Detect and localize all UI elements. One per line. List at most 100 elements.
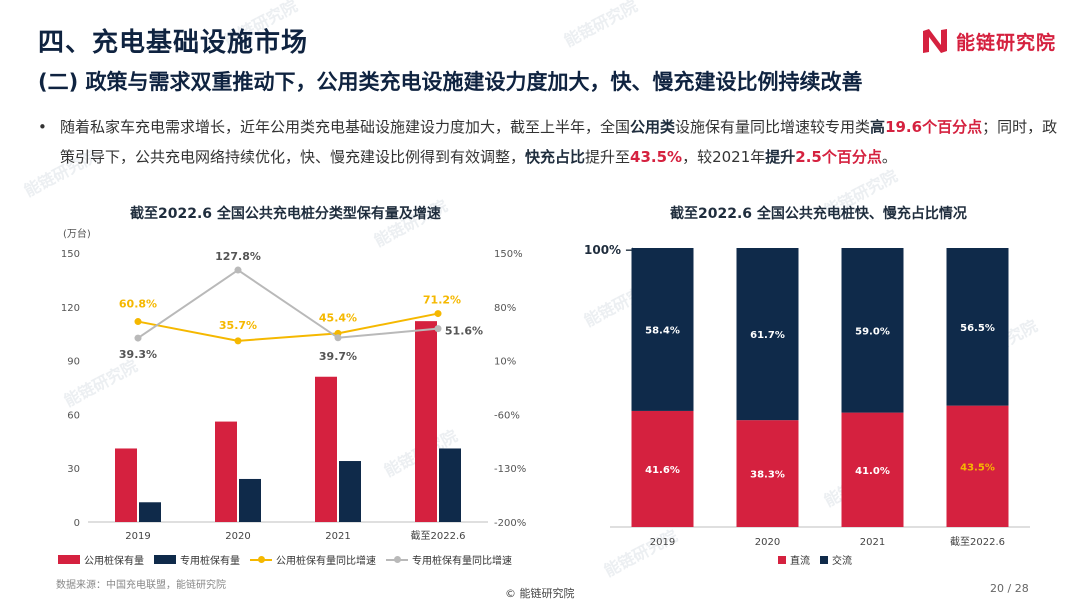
y2-tick-label: 150%	[494, 249, 523, 260]
legend-item: 专用桩保有量同比增速	[386, 552, 512, 567]
data-label: 60.8%	[119, 298, 157, 311]
legend-swatch	[250, 555, 272, 563]
bullet-text: 设施保有量同比增速较专用类	[675, 118, 871, 136]
bar	[239, 478, 261, 522]
y2-tick-label: 10%	[494, 357, 516, 368]
data-label: 71.2%	[423, 294, 461, 307]
bar	[415, 321, 437, 522]
data-label: 56.5%	[960, 323, 995, 334]
line-point	[234, 266, 242, 274]
bullet-bold: 快充占比	[525, 148, 586, 166]
y-tick-label: 150	[61, 249, 80, 260]
copyright: © 能链研究院	[505, 587, 575, 600]
bar-segment	[841, 248, 904, 413]
legend-label: 专用桩保有量同比增速	[412, 556, 512, 567]
watermark: 能链研究院	[560, 0, 641, 51]
chart1: (万台) 0 30 60 90 120 150 -200% -130% -60% 10% 80% 150…	[61, 227, 526, 542]
logo-text: 能链研究院	[955, 31, 1056, 54]
legend-label: 公用桩保有量同比增速	[276, 556, 376, 567]
legend-swatch	[778, 555, 786, 564]
line-point	[334, 334, 342, 342]
x-tick-label: 2021	[860, 537, 885, 548]
page-subtitle: (二) 政策与需求双重推动下，公用类充电设施建设力度加大，快、慢充建设比例持续改…	[38, 70, 863, 94]
bar	[139, 502, 161, 522]
bullet-text: 。	[881, 148, 897, 166]
data-label: 127.8%	[215, 250, 261, 263]
line-point	[434, 310, 442, 318]
bullet-bold: 公用类	[630, 118, 676, 136]
legend-swatch	[820, 555, 828, 564]
bar	[439, 448, 461, 522]
data-label: 39.7%	[319, 350, 357, 363]
page-number: 20 / 28	[990, 582, 1029, 595]
x-tick-label: 2019	[125, 531, 150, 542]
y2-tick-label: -200%	[494, 518, 526, 529]
legend-swatch	[58, 555, 80, 564]
bullet-highlight: 2.5个百分点	[795, 148, 882, 166]
bullet-bold: 高	[870, 118, 886, 136]
legend-label: 交流	[832, 556, 852, 567]
legend-label: 专用桩保有量	[180, 556, 240, 567]
chart2: 100% → 41.6% 58.4% 2019 38.3% 61.7% 2020 41.0% 5…	[584, 243, 1030, 548]
y2-tick-label: -130%	[494, 464, 526, 475]
bullet-text: 随着私家车充电需求增长，近年公用类充电基础设施建设力度加大，截至上半年，全国	[60, 118, 631, 136]
bar	[215, 421, 237, 522]
y-tick-label: 120	[61, 303, 80, 314]
legend-swatch	[386, 555, 408, 563]
legend-item: 专用桩保有量	[154, 552, 240, 567]
bullet-highlight: 19.6个百分点	[885, 118, 983, 136]
x-tick-label: 2020	[225, 531, 250, 542]
y-tick-label: 30	[67, 464, 80, 475]
bar	[115, 448, 137, 522]
bar-segment	[946, 248, 1009, 406]
x-tick-label: 2020	[755, 537, 780, 548]
data-label: 61.7%	[750, 330, 785, 341]
legend-item: 公用桩保有量同比增速	[250, 552, 376, 567]
data-label: 41.0%	[855, 466, 890, 477]
bar-segment	[631, 410, 694, 527]
bar-segment	[946, 405, 1009, 527]
data-label: 51.6%	[445, 325, 483, 338]
legend-item: 交流	[820, 552, 852, 567]
y-axis-label: (万台)	[63, 227, 91, 240]
x-tick-label: 2019	[650, 537, 675, 548]
legend-label: 公用桩保有量	[84, 556, 144, 567]
data-label: 41.6%	[645, 465, 680, 476]
line-point	[134, 334, 142, 342]
bullet-text: ；同时，政策引导下，公共充电网络持续优化，快、慢充建设比例得到有效调整，	[60, 118, 1058, 166]
series-line	[137, 312, 439, 342]
line-point	[234, 337, 242, 345]
bullet-bold: 提升	[765, 148, 796, 166]
chart1-legend: 公用桩保有量 专用桩保有量 公用桩保有量同比增速 专用桩保有量同比增速	[58, 552, 522, 567]
data-label: 45.4%	[319, 311, 357, 324]
x-tick-label: 2021	[325, 531, 350, 542]
x-tick-label: 截至2022.6	[411, 529, 466, 542]
data-source: 数据来源：中国充电联盟，能链研究院	[56, 580, 226, 591]
legend-item: 直流	[778, 552, 810, 567]
x-tick-label: 截至2022.6	[950, 535, 1005, 548]
y-tick-label: 60	[67, 410, 80, 421]
legend-swatch	[154, 555, 176, 564]
data-label: 59.0%	[855, 326, 890, 337]
line-point	[134, 318, 142, 326]
chart2-title: 截至2022.6 全国公共充电桩快、慢充占比情况	[670, 206, 967, 222]
bullet-highlight: 43.5%	[630, 148, 683, 166]
bullet-dot: •	[38, 118, 47, 136]
data-label: 35.7%	[219, 319, 257, 332]
summary-bullet: • 随着私家车充电需求增长，近年公用类充电基础设施建设力度加大，截至上半年，全国…	[38, 112, 1058, 172]
y-tick-label: 0	[74, 518, 80, 529]
y2-tick-label: -60%	[494, 410, 520, 421]
series-line	[137, 268, 439, 339]
bar	[315, 376, 337, 522]
top-label: 100% →	[584, 243, 635, 257]
line-point	[434, 325, 442, 333]
y-tick-label: 90	[67, 357, 80, 368]
chart1-title: 截至2022.6 全国公共充电桩分类型保有量及增速	[130, 206, 441, 222]
bar-segment	[736, 420, 799, 527]
bar	[339, 461, 361, 522]
page-title: 四、充电基础设施市场	[38, 28, 309, 58]
bullet-text: 提升至	[585, 148, 631, 166]
chart2-legend: 直流 交流	[778, 552, 862, 567]
data-label: 39.3%	[119, 348, 157, 361]
legend-item: 公用桩保有量	[58, 552, 144, 567]
